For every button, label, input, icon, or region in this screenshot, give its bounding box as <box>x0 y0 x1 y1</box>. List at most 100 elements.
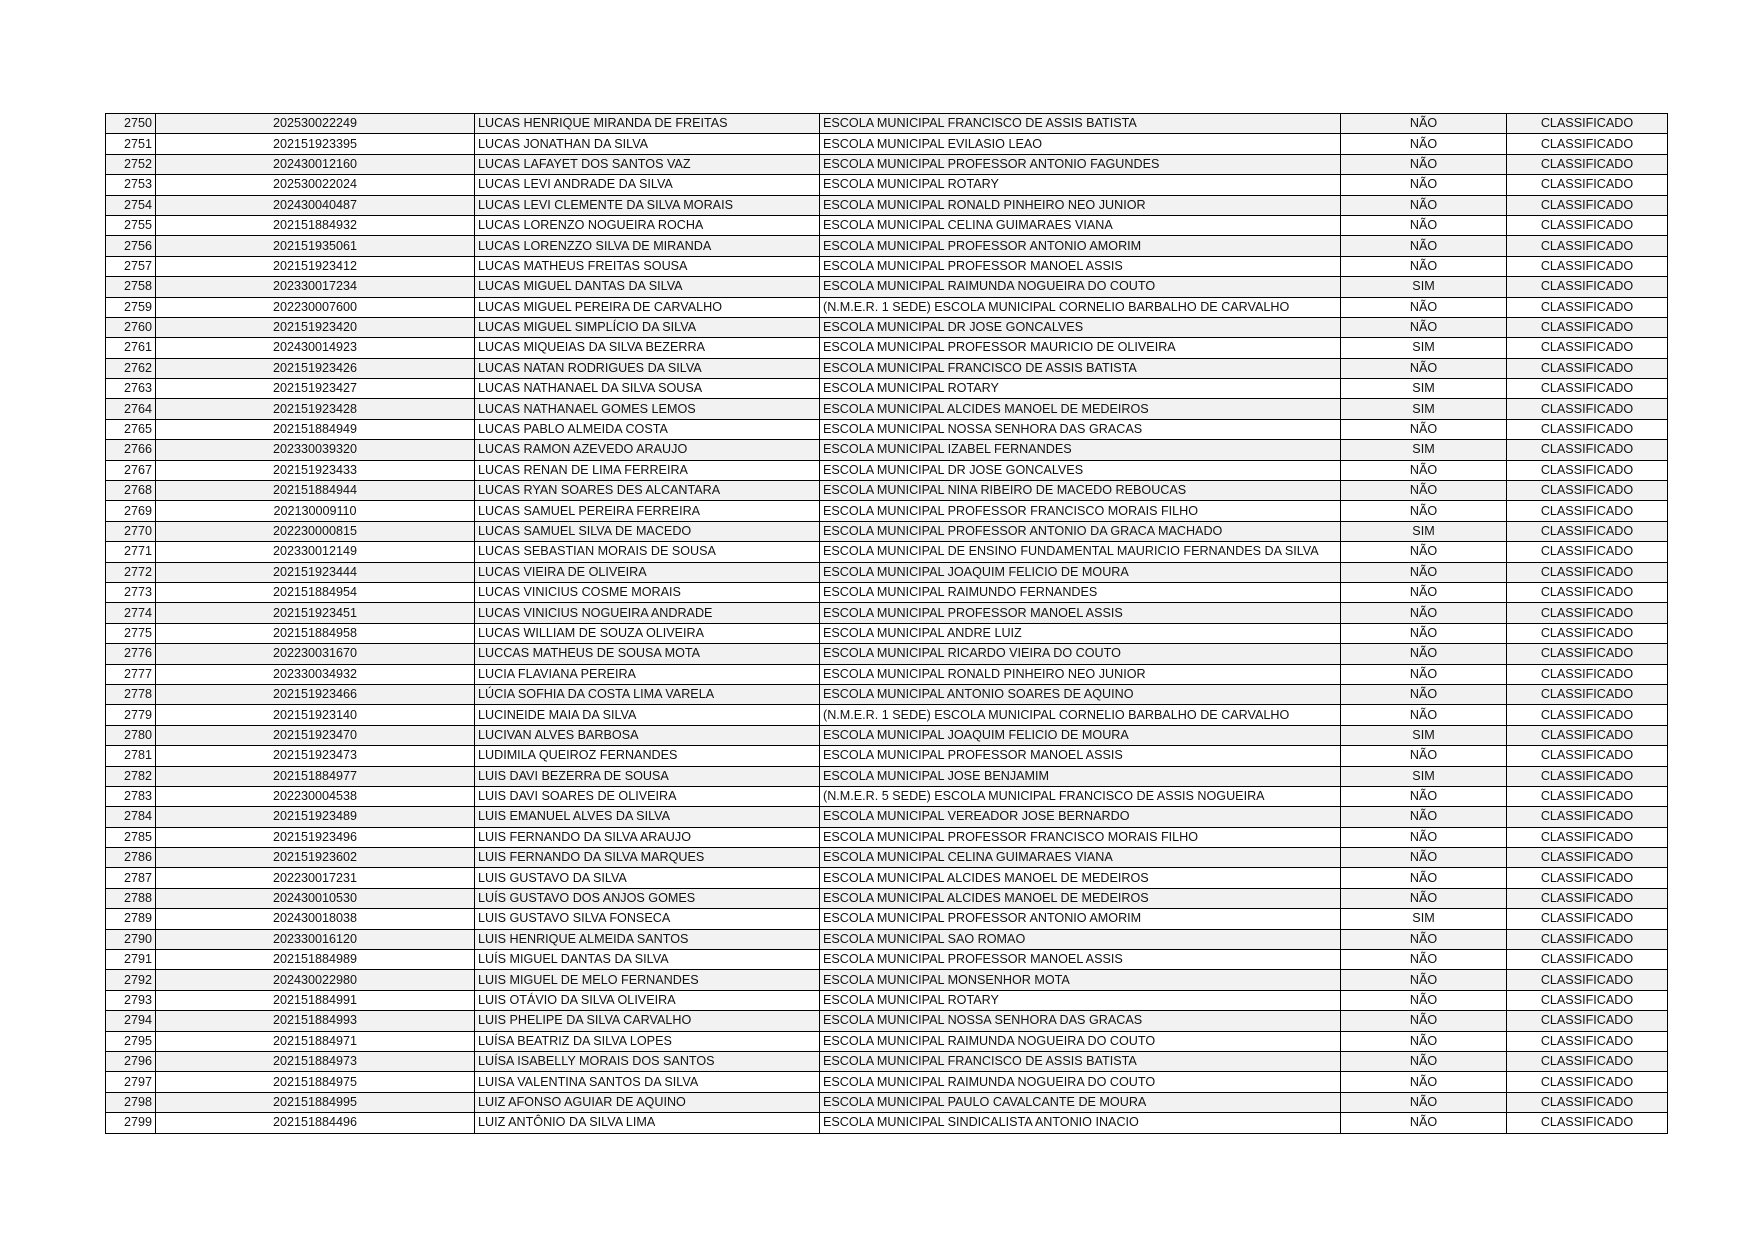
school-name: ESCOLA MUNICIPAL JOAQUIM FELICIO DE MOUR… <box>819 724 1341 747</box>
table-row: 2793 202151884991 LUIS OTÁVIO DA SILVA OLI… <box>105 989 1668 1012</box>
student-name: LUÍSA BEATRIZ DA SILVA LOPES <box>474 1030 820 1052</box>
student-name: LUÍSA ISABELLY MORAIS DOS SANTOS <box>474 1050 820 1073</box>
special-needs-flag: NÃO <box>1340 133 1507 155</box>
table-row: 2776 202230031670 LUCCAS MATHEUS DE SOUSA … <box>105 643 1668 665</box>
status: CLASSIFICADO <box>1506 520 1668 543</box>
status: CLASSIFICADO <box>1506 745 1668 767</box>
table-row: 2770 202230000815 LUCAS SAMUEL SILVA DE MA… <box>105 520 1668 543</box>
registration-number: 202151884954 <box>155 581 475 604</box>
registration-number: 202151884949 <box>155 418 475 441</box>
registration-number: 202230031670 <box>155 643 475 665</box>
special-needs-flag: SIM <box>1340 765 1507 787</box>
registration-number: 202151884958 <box>155 622 475 645</box>
special-needs-flag: NÃO <box>1340 1071 1507 1093</box>
registration-number: 202230004538 <box>155 785 475 808</box>
special-needs-flag: NÃO <box>1340 194 1507 216</box>
special-needs-flag: NÃO <box>1340 622 1507 645</box>
table-row: 2759 202230007600 LUCAS MIGUEL PEREIRA DE … <box>105 296 1668 318</box>
status: CLASSIFICADO <box>1506 500 1668 522</box>
special-needs-flag: NÃO <box>1340 255 1507 278</box>
row-number: 2767 <box>105 459 156 482</box>
registration-number: 202430014923 <box>155 337 475 359</box>
table-row: 2765 202151884949 LUCAS PABLO ALMEIDA COST… <box>105 418 1668 441</box>
status: CLASSIFICADO <box>1506 439 1668 461</box>
school-name: ESCOLA MUNICIPAL DR JOSE GONCALVES <box>819 459 1341 482</box>
school-name: ESCOLA MUNICIPAL RAIMUNDA NOGUEIRA DO CO… <box>819 1030 1341 1052</box>
special-needs-flag: NÃO <box>1340 561 1507 583</box>
row-number: 2768 <box>105 480 156 502</box>
student-name: LUIZ AFONSO AGUIAR DE AQUINO <box>474 1091 820 1114</box>
special-needs-flag: NÃO <box>1340 500 1507 522</box>
school-name: ESCOLA MUNICIPAL NOSSA SENHORA DAS GRACA… <box>819 418 1341 441</box>
student-name: LUÍS MIGUEL DANTAS DA SILVA <box>474 949 820 971</box>
row-number: 2781 <box>105 745 156 767</box>
student-name: LUIS GUSTAVO SILVA FONSECA <box>474 908 820 930</box>
status: CLASSIFICADO <box>1506 316 1668 339</box>
registration-number: 202430040487 <box>155 194 475 216</box>
status: CLASSIFICADO <box>1506 1112 1668 1134</box>
row-number: 2789 <box>105 908 156 930</box>
status: CLASSIFICADO <box>1506 174 1668 196</box>
table-row: 2762 202151923426 LUCAS NATAN RODRIGUES DA… <box>105 357 1668 380</box>
special-needs-flag: NÃO <box>1340 663 1507 685</box>
student-name: LUIS GUSTAVO DA SILVA <box>474 867 820 889</box>
special-needs-flag: NÃO <box>1340 1010 1507 1032</box>
special-needs-flag: NÃO <box>1340 1050 1507 1073</box>
status: CLASSIFICADO <box>1506 581 1668 604</box>
status: CLASSIFICADO <box>1506 622 1668 645</box>
school-name: (N.M.E.R. 5 SEDE) ESCOLA MUNICIPAL FRANC… <box>819 785 1341 808</box>
table-row: 2781 202151923473 LUDIMILA QUEIROZ FERNAND… <box>105 745 1668 767</box>
student-name: LUIS DAVI BEZERRA DE SOUSA <box>474 765 820 787</box>
table-row: 2785 202151923496 LUIS FERNANDO DA SILVA A… <box>105 826 1668 849</box>
status: CLASSIFICADO <box>1506 602 1668 624</box>
registration-number: 202151923470 <box>155 724 475 747</box>
table-row: 2775 202151884958 LUCAS WILLIAM DE SOUZA O… <box>105 622 1668 645</box>
registration-number: 202151884975 <box>155 1071 475 1093</box>
row-number: 2750 <box>105 112 156 135</box>
table-row: 2757 202151923412 LUCAS MATHEUS FREITAS SO… <box>105 255 1668 278</box>
special-needs-flag: NÃO <box>1340 480 1507 502</box>
student-name: LUCAS VINICIUS NOGUEIRA ANDRADE <box>474 602 820 624</box>
special-needs-flag: NÃO <box>1340 459 1507 482</box>
student-name: LUCAS SAMUEL PEREIRA FERREIRA <box>474 500 820 522</box>
school-name: ESCOLA MUNICIPAL IZABEL FERNANDES <box>819 439 1341 461</box>
special-needs-flag: NÃO <box>1340 887 1507 910</box>
student-name: LUCAS LEVI ANDRADE DA SILVA <box>474 174 820 196</box>
special-needs-flag: SIM <box>1340 378 1507 400</box>
table-row: 2778 202151923466 LÚCIA SOFHIA DA COSTA LI… <box>105 683 1668 706</box>
special-needs-flag: NÃO <box>1340 1030 1507 1052</box>
row-number: 2752 <box>105 153 156 176</box>
student-name: LUCAS SAMUEL SILVA DE MACEDO <box>474 520 820 543</box>
status: CLASSIFICADO <box>1506 194 1668 216</box>
school-name: ESCOLA MUNICIPAL NINA RIBEIRO DE MACEDO … <box>819 480 1341 502</box>
student-name: LUCAS MIGUEL SIMPLÍCIO DA SILVA <box>474 316 820 339</box>
registration-number: 202330012149 <box>155 541 475 563</box>
school-name: ESCOLA MUNICIPAL DR JOSE GONCALVES <box>819 316 1341 339</box>
row-number: 2795 <box>105 1030 156 1052</box>
registration-number: 202430012160 <box>155 153 475 176</box>
school-name: ESCOLA MUNICIPAL PROFESSOR MANOEL ASSIS <box>819 949 1341 971</box>
table-row: 2766 202330039320 LUCAS RAMON AZEVEDO ARAU… <box>105 439 1668 461</box>
status: CLASSIFICADO <box>1506 887 1668 910</box>
registration-number: 202330016120 <box>155 928 475 951</box>
school-name: ESCOLA MUNICIPAL PROFESSOR FRANCISCO MOR… <box>819 500 1341 522</box>
status: CLASSIFICADO <box>1506 1050 1668 1073</box>
registration-number: 202151923395 <box>155 133 475 155</box>
special-needs-flag: NÃO <box>1340 214 1507 237</box>
school-name: ESCOLA MUNICIPAL FRANCISCO DE ASSIS BATI… <box>819 112 1341 135</box>
student-name: LUCAS HENRIQUE MIRANDA DE FREITAS <box>474 112 820 135</box>
row-number: 2753 <box>105 174 156 196</box>
school-name: ESCOLA MUNICIPAL ROTARY <box>819 378 1341 400</box>
registration-number: 202151884989 <box>155 949 475 971</box>
table-row: 2774 202151923451 LUCAS VINICIUS NOGUEIRA … <box>105 602 1668 624</box>
special-needs-flag: NÃO <box>1340 1091 1507 1114</box>
status: CLASSIFICADO <box>1506 765 1668 787</box>
student-name: LUCIVAN ALVES BARBOSA <box>474 724 820 747</box>
row-number: 2797 <box>105 1071 156 1093</box>
student-name: LUCAS RENAN DE LIMA FERREIRA <box>474 459 820 482</box>
status: CLASSIFICADO <box>1506 1010 1668 1032</box>
special-needs-flag: NÃO <box>1340 316 1507 339</box>
table-row: 2779 202151923140 LUCINEIDE MAIA DA SILVA(… <box>105 704 1668 726</box>
student-name: LUDIMILA QUEIROZ FERNANDES <box>474 745 820 767</box>
student-name: LUCAS NATAN RODRIGUES DA SILVA <box>474 357 820 380</box>
